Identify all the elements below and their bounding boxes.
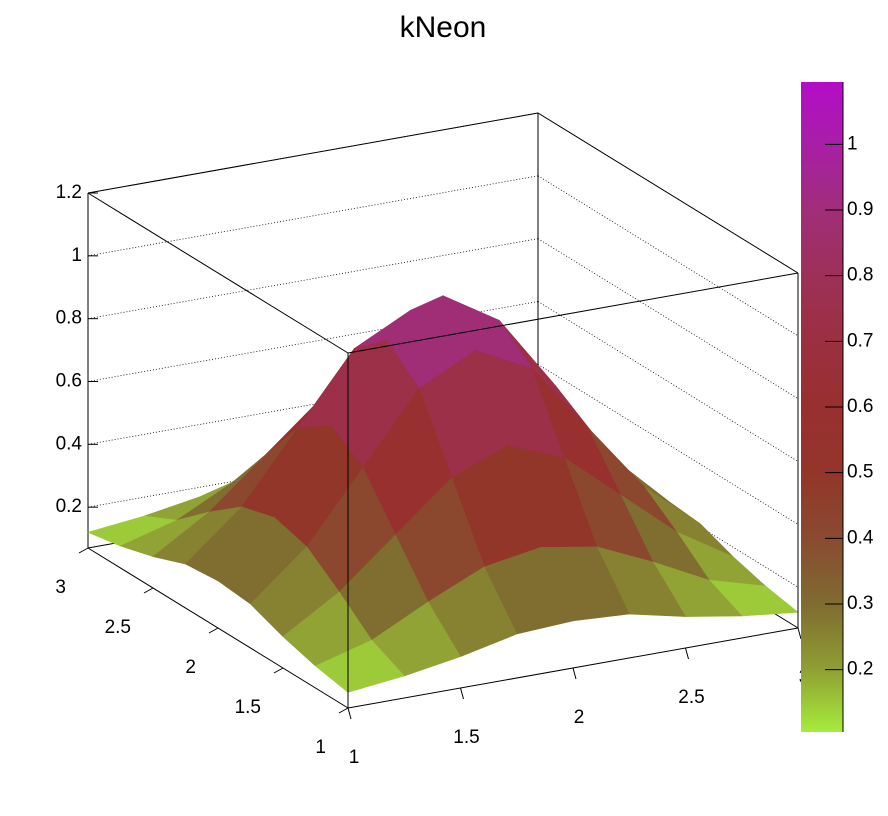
y-tick-label: 1.5 — [235, 697, 261, 718]
box-edge — [347, 272, 799, 354]
box-edge — [87, 112, 539, 194]
box-edge — [87, 192, 349, 354]
colorbar-tick-label: 0.8 — [847, 265, 873, 286]
colorbar-tick-label: 0.9 — [847, 199, 873, 220]
y-tick — [208, 627, 219, 634]
colorbar-tick-label: 0.5 — [847, 462, 873, 483]
grid-line — [87, 363, 539, 445]
y-tick-label: 2 — [185, 657, 196, 678]
box-edge — [537, 112, 799, 274]
y-tick-label: 1 — [315, 737, 326, 758]
x-tick — [685, 647, 689, 660]
colorbar-tick-label: 0.2 — [847, 659, 873, 680]
surface-cell — [314, 639, 405, 693]
x-tick-label: 1.5 — [453, 727, 479, 748]
z-tick-label: 1 — [71, 245, 82, 266]
y-tick — [273, 667, 284, 674]
x-tick — [347, 707, 352, 720]
grid-line — [87, 301, 539, 382]
z-tick-label: 0.8 — [56, 308, 82, 329]
x-tick-label: 2 — [574, 707, 585, 728]
z-tick-label: 0.6 — [56, 371, 82, 392]
y-tick — [143, 587, 154, 594]
grid-line — [537, 238, 799, 400]
x-tick-label: 1 — [349, 747, 360, 768]
colorbar-tick-label: 1 — [847, 133, 858, 154]
y-tick — [338, 707, 349, 714]
x-tick-label: 2.5 — [678, 687, 704, 708]
z-tick-label: 1.2 — [56, 182, 82, 203]
y-tick-label: 2.5 — [105, 617, 131, 638]
colorbar-tick-label: 0.4 — [847, 527, 874, 548]
colorbar-tick-label: 0.6 — [847, 396, 873, 417]
x-tick — [797, 627, 802, 640]
z-tick-label: 0.4 — [56, 433, 83, 454]
y-tick — [78, 547, 89, 554]
z-tick-label: 0.2 — [56, 496, 82, 517]
chart-title: kNeon — [400, 11, 487, 44]
grid-line — [87, 175, 539, 257]
x-tick — [460, 687, 464, 700]
y-tick-label: 3 — [55, 577, 66, 598]
grid-line — [87, 238, 539, 320]
colorbar-tick-label: 0.7 — [847, 330, 873, 351]
x-tick — [572, 667, 577, 680]
colorbar-tick-label: 0.3 — [847, 593, 873, 614]
